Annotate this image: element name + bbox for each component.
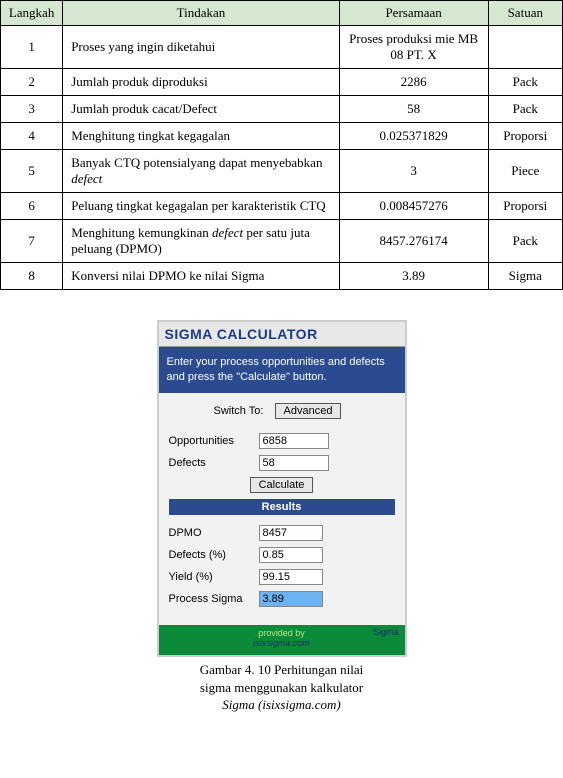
- th-action: Tindakan: [63, 1, 339, 26]
- cell-eq: 3: [339, 150, 488, 193]
- cell-step: 5: [1, 150, 63, 193]
- caption-line1: Gambar 4. 10 Perhitungan nilai: [200, 662, 364, 677]
- calculate-button[interactable]: Calculate: [250, 477, 314, 493]
- cell-action: Banyak CTQ potensialyang dapat menyebabk…: [63, 150, 339, 193]
- cell-step: 7: [1, 220, 63, 263]
- defects-pct-label: Defects (%): [169, 549, 259, 561]
- cell-text: Banyak CTQ potensialyang dapat menyebabk…: [71, 155, 322, 170]
- cell-action: Konversi nilai DPMO ke nilai Sigma: [63, 263, 339, 290]
- cell-eq: 8457.276174: [339, 220, 488, 263]
- table-row: 4 Menghitung tingkat kegagalan 0.0253718…: [1, 123, 563, 150]
- dpmo-label: DPMO: [169, 527, 259, 539]
- cell-action: Peluang tingkat kegagalan per karakteris…: [63, 193, 339, 220]
- cell-unit: Piece: [488, 150, 562, 193]
- switch-label: Switch To:: [214, 405, 264, 417]
- defects-input[interactable]: [259, 455, 329, 471]
- table-header-row: Langkah Tindakan Persamaan Satuan: [1, 1, 563, 26]
- sigma-calculator: SIGMA CALCULATOR Enter your process oppo…: [157, 320, 407, 657]
- table-row: 1 Proses yang ingin diketahui Proses pro…: [1, 26, 563, 69]
- advanced-button[interactable]: Advanced: [275, 403, 342, 419]
- cell-action: Jumlah produk cacat/Defect: [63, 96, 339, 123]
- th-eq: Persamaan: [339, 1, 488, 26]
- cell-eq: 3.89: [339, 263, 488, 290]
- defects-row: Defects: [169, 455, 395, 471]
- process-sigma-row: Process Sigma 3.89: [169, 591, 395, 607]
- table-row: 6 Peluang tingkat kegagalan per karakter…: [1, 193, 563, 220]
- defects-pct-row: Defects (%) 0.85: [169, 547, 395, 563]
- calculator-body: Switch To: Advanced Opportunities Defect…: [159, 393, 405, 625]
- yield-value: 99.15: [259, 569, 323, 585]
- cell-eq: 58: [339, 96, 488, 123]
- cell-eq: 2286: [339, 69, 488, 96]
- cell-unit: Pack: [488, 96, 562, 123]
- cell-step: 6: [1, 193, 63, 220]
- cell-action: Menghitung kemungkinan defect per satu j…: [63, 220, 339, 263]
- cell-eq: Proses produksi mie MB 08 PT. X: [339, 26, 488, 69]
- sigma-steps-table: Langkah Tindakan Persamaan Satuan 1 Pros…: [0, 0, 563, 290]
- cell-unit: Sigma: [488, 263, 562, 290]
- calculator-title: SIGMA CALCULATOR: [159, 322, 405, 347]
- table-row: 5 Banyak CTQ potensialyang dapat menyeba…: [1, 150, 563, 193]
- cell-unit: Pack: [488, 220, 562, 263]
- cell-eq: 0.008457276: [339, 193, 488, 220]
- cell-eq: 0.025371829: [339, 123, 488, 150]
- cell-text-italic: defect: [71, 171, 102, 186]
- calculate-row: Calculate: [169, 477, 395, 493]
- caption-line3-prefix: Sigma: [222, 697, 255, 712]
- cell-unit: Proporsi: [488, 193, 562, 220]
- defects-pct-value: 0.85: [259, 547, 323, 563]
- yield-row: Yield (%) 99.15: [169, 569, 395, 585]
- cell-step: 1: [1, 26, 63, 69]
- switch-row: Switch To: Advanced: [169, 403, 395, 419]
- sigma-icon: Sigma: [373, 627, 399, 638]
- cell-action: Proses yang ingin diketahui: [63, 26, 339, 69]
- opportunities-label: Opportunities: [169, 435, 259, 447]
- dpmo-value: 8457: [259, 525, 323, 541]
- cell-unit: Pack: [488, 69, 562, 96]
- cell-step: 2: [1, 69, 63, 96]
- cell-action: Jumlah produk diproduksi: [63, 69, 339, 96]
- table-row: 2 Jumlah produk diproduksi 2286 Pack: [1, 69, 563, 96]
- table-row: 7 Menghitung kemungkinan defect per satu…: [1, 220, 563, 263]
- dpmo-row: DPMO 8457: [169, 525, 395, 541]
- cell-action: Menghitung tingkat kegagalan: [63, 123, 339, 150]
- cell-step: 3: [1, 96, 63, 123]
- th-step: Langkah: [1, 1, 63, 26]
- caption-line2: sigma menggunakan kalkulator: [200, 680, 363, 695]
- cell-step: 4: [1, 123, 63, 150]
- caption-line3-italic: (isixsigma.com): [255, 697, 341, 712]
- process-sigma-value: 3.89: [259, 591, 323, 607]
- calculator-description: Enter your process opportunities and def…: [159, 347, 405, 393]
- cell-text: Menghitung kemungkinan: [71, 225, 212, 240]
- defects-label: Defects: [169, 457, 259, 469]
- cell-unit: Proporsi: [488, 123, 562, 150]
- process-sigma-label: Process Sigma: [169, 593, 259, 605]
- results-header: Results: [169, 499, 395, 515]
- cell-step: 8: [1, 263, 63, 290]
- th-unit: Satuan: [488, 1, 562, 26]
- calculator-footer: provided by isixsigma.com Sigma: [159, 625, 405, 656]
- footer-line1: provided by: [258, 628, 305, 638]
- figure-caption: Gambar 4. 10 Perhitungan nilai sigma men…: [0, 661, 563, 714]
- opportunities-row: Opportunities: [169, 433, 395, 449]
- footer-line2: isixsigma.com: [253, 638, 310, 648]
- opportunities-input[interactable]: [259, 433, 329, 449]
- yield-label: Yield (%): [169, 571, 259, 583]
- table-row: 3 Jumlah produk cacat/Defect 58 Pack: [1, 96, 563, 123]
- cell-unit: [488, 26, 562, 69]
- cell-text-italic: defect: [212, 225, 243, 240]
- table-row: 8 Konversi nilai DPMO ke nilai Sigma 3.8…: [1, 263, 563, 290]
